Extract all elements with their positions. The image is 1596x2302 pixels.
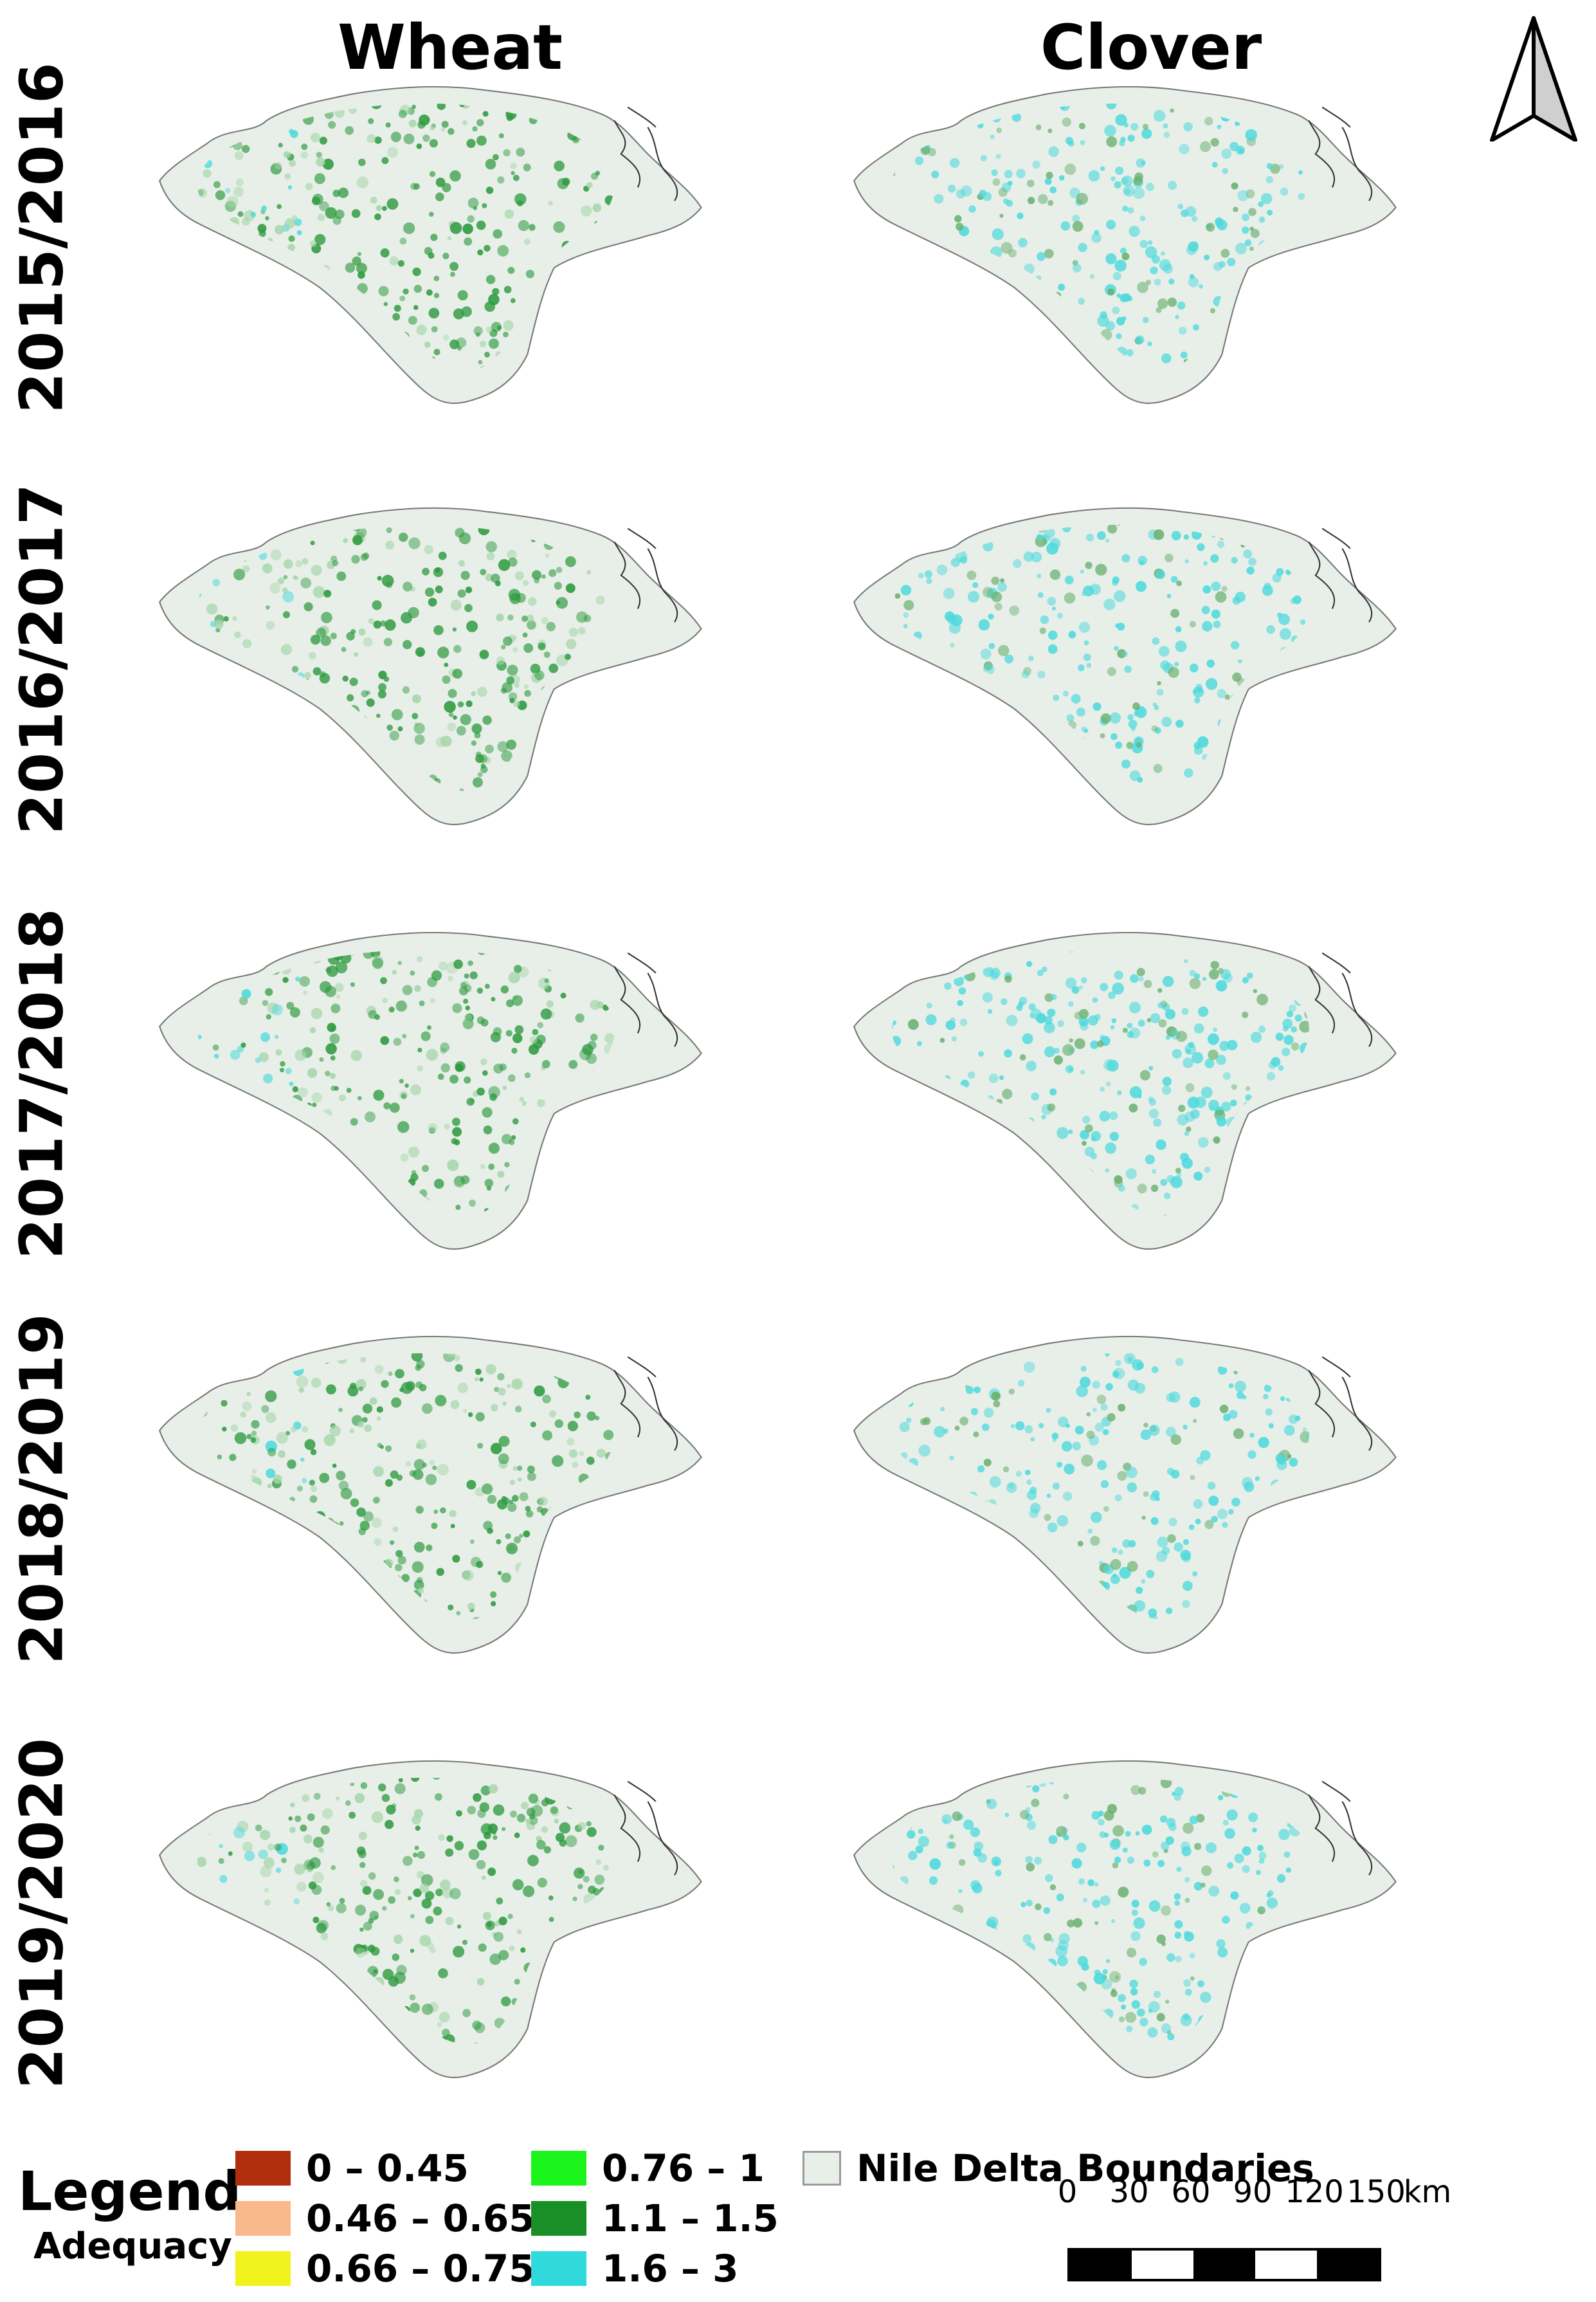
map-clover-2016-2017 (853, 507, 1397, 825)
legend-item-1.1-1.5: 1.1 – 1.5 (531, 2197, 779, 2240)
scale-tick-120: 120 (1285, 2174, 1344, 2210)
legend-item-0-0.45: 0 – 0.45 (235, 2146, 469, 2190)
legend-swatch (235, 2251, 291, 2286)
scale-tick-0: 0 (1057, 2174, 1078, 2210)
row-label-2015-2016: 2015/2016 (7, 62, 77, 414)
column-title-wheat: Wheat (337, 12, 563, 84)
map-wheat-2015-2016 (159, 86, 702, 404)
legend-swatch (531, 2201, 586, 2236)
scale-tick-90: 90 (1233, 2174, 1273, 2210)
map-wheat-2016-2017 (159, 507, 702, 825)
legend-item-0.46-0.65: 0.46 – 0.65 (235, 2197, 535, 2240)
legend-swatch (235, 2151, 291, 2186)
legend-item-0.76-1: 0.76 – 1 (531, 2146, 765, 2190)
legend-item-0.66-0.75: 0.66 – 0.75 (235, 2247, 535, 2290)
row-label-2019-2020: 2019/2020 (7, 1738, 77, 2089)
scale-bar: 0 30 60 90 120 150 km (1055, 2174, 1492, 2296)
legend-subtitle: Adequacy (33, 2225, 232, 2267)
legend-swatch (235, 2201, 291, 2236)
map-clover-2019-2020 (853, 1760, 1397, 2078)
north-arrow-icon (1490, 16, 1577, 142)
row-label-2016-2017: 2016/2017 (7, 484, 77, 835)
map-wheat-2019-2020 (159, 1760, 702, 2078)
legend-swatch (531, 2151, 586, 2186)
scale-unit: km (1403, 2174, 1452, 2210)
legend-item-nile-delta-boundaries: Nile Delta Boundaries (803, 2146, 1314, 2190)
row-label-2017-2018: 2017/2018 (7, 908, 77, 1259)
legend-swatch (531, 2251, 586, 2286)
legend-title: Legend (18, 2160, 242, 2223)
map-clover-2017-2018 (853, 931, 1397, 1250)
scale-tick-150: 150 (1347, 2174, 1406, 2210)
map-wheat-2018-2019 (159, 1335, 702, 1654)
row-label-2018-2019: 2018/2019 (7, 1313, 77, 1665)
scale-tick-60: 60 (1171, 2174, 1211, 2210)
column-title-clover: Clover (1040, 12, 1262, 84)
scale-tick-30: 30 (1109, 2174, 1149, 2210)
legend-item-1.6-3: 1.6 – 3 (531, 2247, 739, 2290)
legend-swatch (803, 2151, 841, 2186)
scale-bar-segments (1067, 2248, 1381, 2281)
map-wheat-2017-2018 (159, 931, 702, 1250)
map-clover-2018-2019 (853, 1335, 1397, 1654)
map-clover-2015-2016 (853, 86, 1397, 404)
